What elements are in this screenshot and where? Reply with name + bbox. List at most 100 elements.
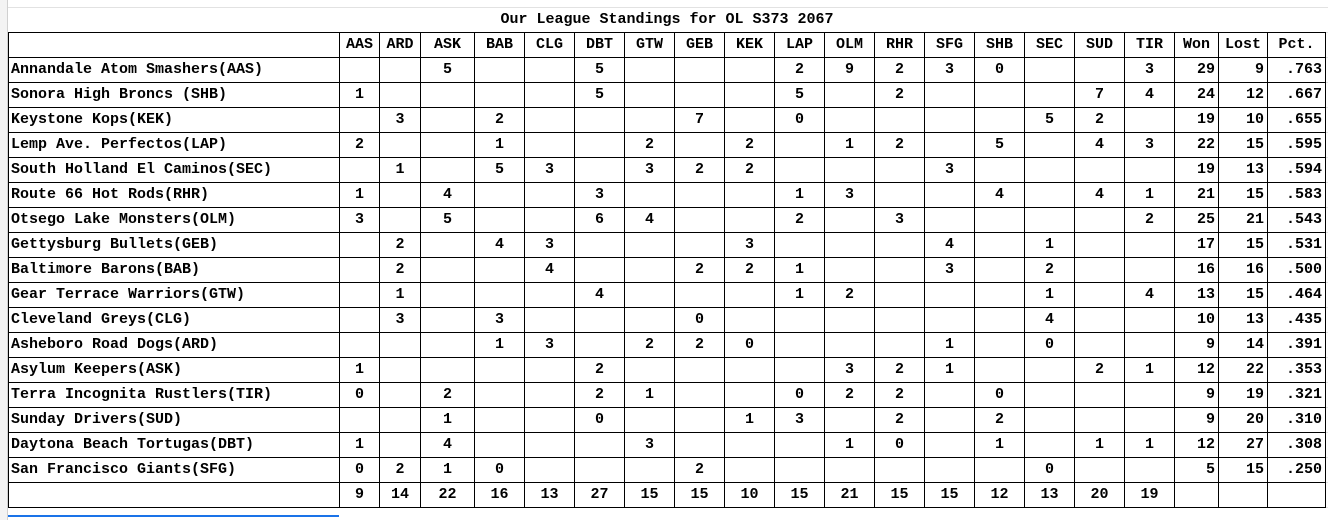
score-cell[interactable]: 2 (474, 107, 525, 133)
total-cell[interactable]: 14 (379, 482, 421, 508)
column-header-geb[interactable]: GEB (674, 32, 725, 58)
score-cell[interactable] (524, 407, 575, 433)
score-cell[interactable] (674, 57, 725, 83)
lost-cell[interactable]: 15 (1218, 132, 1268, 158)
score-cell[interactable]: 2 (974, 407, 1025, 433)
score-cell[interactable] (674, 207, 725, 233)
column-header-sfg[interactable]: SFG (924, 32, 975, 58)
score-cell[interactable] (1124, 107, 1175, 133)
total-cell[interactable]: 15 (624, 482, 675, 508)
score-cell[interactable]: 3 (574, 182, 625, 208)
score-cell[interactable]: 0 (974, 57, 1025, 83)
score-cell[interactable] (1024, 432, 1075, 458)
score-cell[interactable]: 2 (624, 332, 675, 358)
score-cell[interactable] (379, 207, 421, 233)
score-cell[interactable]: 0 (724, 332, 775, 358)
column-header-pct[interactable]: Pct. (1267, 32, 1326, 58)
score-cell[interactable] (339, 282, 380, 308)
score-cell[interactable] (420, 82, 475, 108)
score-cell[interactable] (1024, 357, 1075, 383)
score-cell[interactable]: 1 (624, 382, 675, 408)
score-cell[interactable] (874, 257, 925, 283)
team-name-cell[interactable]: Gear Terrace Warriors(GTW) (8, 282, 340, 308)
score-cell[interactable] (524, 432, 575, 458)
won-cell[interactable]: 19 (1174, 157, 1219, 183)
score-cell[interactable] (774, 457, 825, 483)
score-cell[interactable]: 3 (824, 357, 875, 383)
score-cell[interactable]: 7 (674, 107, 725, 133)
score-cell[interactable] (1074, 332, 1125, 358)
selected-cell-indicator[interactable] (8, 515, 339, 517)
score-cell[interactable] (1074, 257, 1125, 283)
score-cell[interactable]: 3 (339, 207, 380, 233)
score-cell[interactable]: 4 (1074, 182, 1125, 208)
score-cell[interactable]: 1 (1024, 232, 1075, 258)
score-cell[interactable] (974, 82, 1025, 108)
score-cell[interactable] (474, 257, 525, 283)
won-cell[interactable]: 9 (1174, 382, 1219, 408)
lost-cell[interactable]: 14 (1218, 332, 1268, 358)
lost-cell[interactable]: 9 (1218, 57, 1268, 83)
score-cell[interactable] (474, 82, 525, 108)
score-cell[interactable] (824, 407, 875, 433)
pct-cell[interactable]: .321 (1267, 382, 1326, 408)
score-cell[interactable] (924, 132, 975, 158)
pct-cell[interactable]: .531 (1267, 232, 1326, 258)
score-cell[interactable] (924, 182, 975, 208)
score-cell[interactable] (624, 57, 675, 83)
score-cell[interactable]: 1 (774, 257, 825, 283)
score-cell[interactable] (974, 107, 1025, 133)
column-header-sud[interactable]: SUD (1074, 32, 1125, 58)
won-cell[interactable]: 13 (1174, 282, 1219, 308)
score-cell[interactable] (624, 82, 675, 108)
column-header-olm[interactable]: OLM (824, 32, 875, 58)
score-cell[interactable] (924, 82, 975, 108)
column-header-ask[interactable]: ASK (420, 32, 475, 58)
column-header-lap[interactable]: LAP (774, 32, 825, 58)
team-name-cell[interactable]: Otsego Lake Monsters(OLM) (8, 207, 340, 233)
team-name-cell[interactable]: Cleveland Greys(CLG) (8, 307, 340, 333)
team-name-cell[interactable]: Annandale Atom Smashers(AAS) (8, 57, 340, 83)
score-cell[interactable] (339, 257, 380, 283)
score-cell[interactable] (420, 107, 475, 133)
score-cell[interactable]: 2 (674, 457, 725, 483)
pct-cell[interactable]: .500 (1267, 257, 1326, 283)
column-header-bab[interactable]: BAB (474, 32, 525, 58)
pct-cell[interactable]: .594 (1267, 157, 1326, 183)
score-cell[interactable]: 2 (1074, 357, 1125, 383)
pct-cell[interactable]: .583 (1267, 182, 1326, 208)
score-cell[interactable] (1124, 157, 1175, 183)
score-cell[interactable]: 2 (874, 132, 925, 158)
score-cell[interactable]: 2 (674, 332, 725, 358)
totals-label-cell[interactable] (8, 482, 340, 508)
score-cell[interactable] (574, 157, 625, 183)
totals-blank-cell[interactable] (1218, 482, 1268, 508)
lost-cell[interactable]: 13 (1218, 157, 1268, 183)
score-cell[interactable] (824, 332, 875, 358)
score-cell[interactable] (1024, 407, 1075, 433)
score-cell[interactable] (420, 232, 475, 258)
score-cell[interactable]: 0 (774, 382, 825, 408)
total-cell[interactable]: 13 (1024, 482, 1075, 508)
score-cell[interactable] (624, 307, 675, 333)
score-cell[interactable]: 1 (339, 432, 380, 458)
score-cell[interactable]: 2 (1074, 107, 1125, 133)
total-cell[interactable]: 20 (1074, 482, 1125, 508)
score-cell[interactable] (574, 332, 625, 358)
score-cell[interactable]: 3 (379, 307, 421, 333)
sheet-title[interactable]: Our League Standings for OL S373 2067 (8, 8, 1326, 33)
score-cell[interactable]: 3 (524, 332, 575, 358)
score-cell[interactable]: 2 (724, 132, 775, 158)
lost-cell[interactable]: 16 (1218, 257, 1268, 283)
score-cell[interactable] (1074, 57, 1125, 83)
score-cell[interactable]: 1 (1024, 282, 1075, 308)
lost-cell[interactable]: 15 (1218, 282, 1268, 308)
score-cell[interactable] (1074, 207, 1125, 233)
lost-cell[interactable]: 12 (1218, 82, 1268, 108)
score-cell[interactable] (924, 407, 975, 433)
score-cell[interactable]: 1 (774, 182, 825, 208)
score-cell[interactable] (1074, 382, 1125, 408)
score-cell[interactable]: 3 (924, 257, 975, 283)
score-cell[interactable] (674, 232, 725, 258)
score-cell[interactable]: 5 (574, 57, 625, 83)
